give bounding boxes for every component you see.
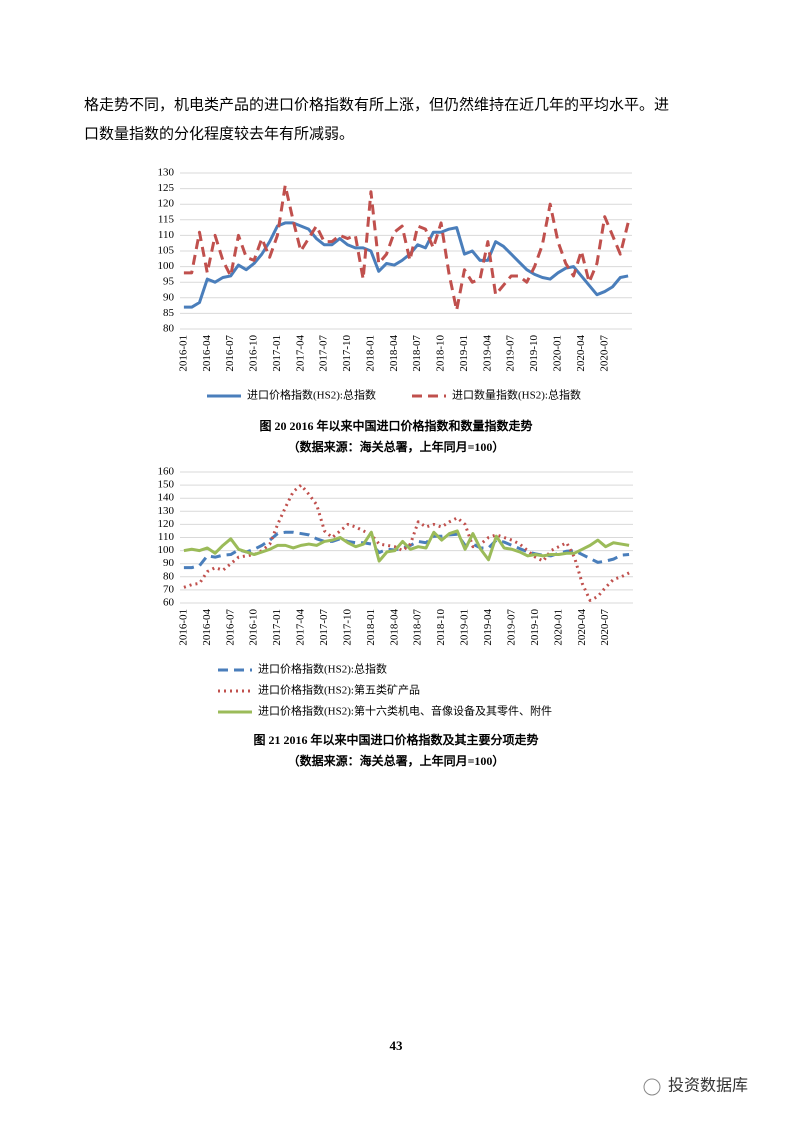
x-tick-label: 2018-07	[412, 609, 424, 646]
x-tick-label: 2018-04	[388, 609, 400, 646]
y-tick-label: 90	[163, 557, 175, 569]
y-tick-label: 100	[158, 544, 175, 556]
x-tick-label: 2017-01	[271, 335, 283, 372]
y-tick-label: 110	[158, 531, 175, 543]
x-tick-label: 2019-07	[505, 609, 517, 646]
x-tick-label: 2019-10	[529, 609, 541, 646]
legend-label: 进口价格指数(HS2):总指数	[247, 388, 376, 402]
x-tick-label: 2018-04	[388, 335, 400, 372]
x-tick-label: 2019-07	[505, 335, 517, 372]
x-tick-label: 2019-01	[458, 335, 470, 372]
x-tick-label: 2016-07	[224, 609, 236, 646]
legend-label: 进口数量指数(HS2):总指数	[452, 388, 581, 402]
data-line	[183, 221, 629, 309]
x-tick-label: 2017-04	[294, 335, 306, 372]
data-line	[183, 183, 630, 312]
x-tick-label: 2016-04	[201, 335, 213, 372]
x-tick-label: 2016-01	[177, 335, 189, 372]
x-tick-label: 2019-04	[481, 335, 493, 372]
legend-label: 进口价格指数(HS2):第五类矿产品	[258, 683, 420, 697]
y-tick-label: 120	[158, 198, 175, 210]
x-tick-label: 2020-04	[576, 609, 588, 646]
y-tick-label: 130	[158, 167, 175, 179]
x-tick-label: 2017-01	[271, 609, 283, 646]
y-tick-label: 90	[163, 291, 175, 303]
x-tick-label: 2018-01	[365, 609, 377, 646]
y-tick-label: 85	[163, 307, 175, 319]
x-tick-label: 2018-10	[435, 609, 447, 646]
x-tick-label: 2020-01	[551, 335, 563, 372]
wechat-icon	[643, 1078, 661, 1096]
x-tick-label: 2020-01	[552, 609, 564, 646]
paragraph-line: 口数量指数的分化程度较去年有所减弱。	[84, 124, 354, 142]
data-line	[183, 529, 630, 563]
watermark: 投资数据库	[668, 1077, 748, 1095]
y-tick-label: 95	[163, 276, 175, 288]
x-tick-label: 2017-10	[341, 609, 353, 646]
y-tick-label: 150	[158, 479, 175, 491]
x-tick-label: 2018-07	[411, 335, 423, 372]
x-tick-label: 2018-10	[435, 335, 447, 372]
x-tick-label: 2019-10	[528, 335, 540, 372]
y-tick-label: 115	[158, 213, 175, 225]
x-tick-label: 2018-01	[364, 335, 376, 372]
y-tick-label: 130	[158, 505, 175, 517]
y-tick-label: 120	[158, 518, 175, 530]
y-tick-label: 105	[158, 245, 175, 257]
y-tick-label: 140	[158, 492, 175, 504]
x-tick-label: 2016-10	[248, 335, 260, 372]
x-tick-label: 2016-10	[248, 609, 260, 646]
x-tick-label: 2017-04	[295, 609, 307, 646]
y-tick-label: 100	[158, 260, 175, 272]
x-tick-label: 2016-04	[201, 609, 213, 646]
y-tick-label: 70	[163, 583, 175, 595]
x-tick-label: 2016-01	[177, 609, 189, 646]
x-tick-label: 2020-04	[575, 335, 587, 372]
chart-caption: 图 20 2016 年以来中国进口价格指数和数量指数走势	[259, 418, 532, 433]
chart-source: （数据来源：海关总署，上年同月=100）	[288, 753, 505, 768]
x-tick-label: 2019-01	[459, 609, 471, 646]
x-tick-label: 2017-07	[318, 335, 330, 372]
legend-label: 进口价格指数(HS2):第十六类机电、音像设备及其零件、附件	[258, 704, 552, 718]
data-line	[183, 483, 630, 602]
paragraph-line: 格走势不同，机电类产品的进口价格指数有所上涨，但仍然维持在近几年的平均水平。进	[84, 96, 669, 113]
page-number: 43	[390, 1038, 404, 1053]
x-tick-label: 2017-07	[318, 609, 330, 646]
y-tick-label: 80	[163, 323, 175, 335]
y-tick-label: 60	[163, 597, 175, 609]
x-tick-label: 2020-07	[599, 609, 611, 646]
y-tick-label: 160	[158, 466, 175, 478]
x-tick-label: 2016-07	[224, 335, 236, 372]
legend-label: 进口价格指数(HS2):总指数	[258, 662, 387, 676]
y-tick-label: 110	[158, 229, 175, 241]
x-tick-label: 2017-10	[341, 335, 353, 372]
x-tick-label: 2020-07	[598, 335, 610, 372]
x-tick-label: 2019-04	[482, 609, 494, 646]
chart-caption: 图 21 2016 年以来中国进口价格指数及其主要分项走势	[253, 732, 538, 747]
y-tick-label: 125	[158, 182, 175, 194]
chart-source: （数据来源：海关总署，上年同月=100）	[288, 439, 505, 454]
y-tick-label: 80	[163, 570, 175, 582]
